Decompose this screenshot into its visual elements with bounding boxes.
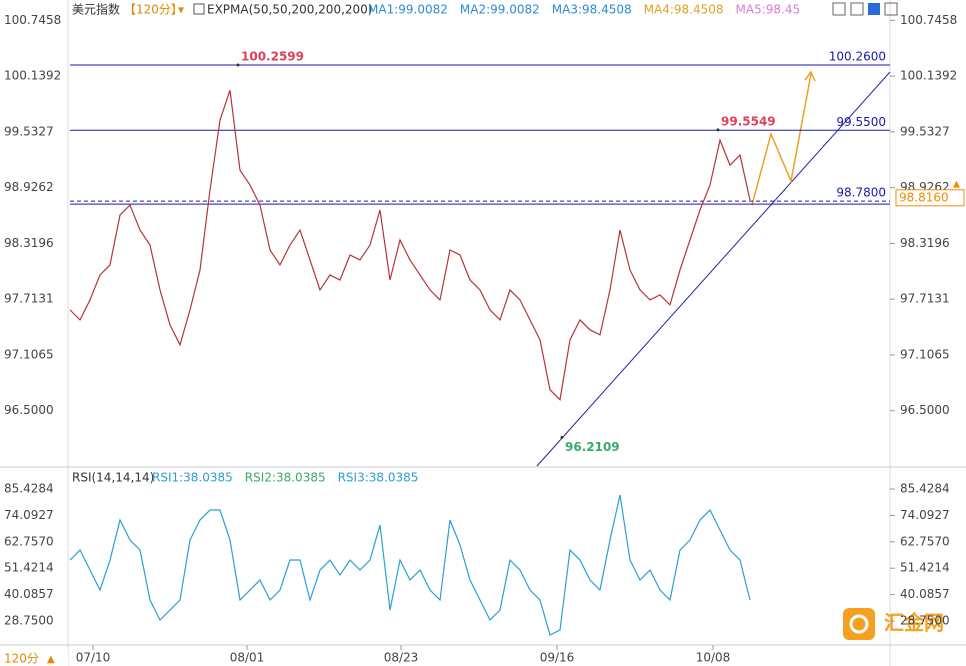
y-tick-label-left: 40.0857 (4, 587, 54, 601)
tool-button[interactable] (868, 3, 880, 15)
y-tick-label-left: 97.1065 (4, 347, 54, 361)
x-tick-label: 08/23 (384, 651, 419, 665)
footer[interactable]: 120分 (4, 652, 39, 666)
level-label: 99.5500 (836, 115, 886, 129)
y-tick-label-left: 62.7570 (4, 534, 54, 548)
y-tick-label-right: 85.4284 (900, 482, 950, 496)
indicator-value: RSI3:38.0385 (338, 471, 419, 485)
y-tick-label-left: 99.5327 (4, 124, 54, 138)
tool-button[interactable] (850, 2, 864, 16)
x-tick-label: 08/01 (230, 651, 265, 665)
projection-arrow (804, 70, 816, 82)
y-tick-label-right: 40.0857 (900, 587, 950, 601)
indicator-value: RSI1:38.0385 (152, 471, 233, 485)
last-price-box (895, 189, 965, 207)
watermark: 汇金网 (884, 611, 944, 635)
price-line (69, 90, 751, 401)
y-tick-label-left: 74.0927 (4, 508, 54, 522)
peak-mark (716, 128, 720, 132)
peak-label: 100.2599 (241, 50, 304, 64)
x-tick-label: 07/10 (76, 651, 111, 665)
y-tick-label-right: 96.5000 (900, 403, 950, 417)
x-tick-label: 10/08 (696, 651, 731, 665)
y-tick-label-right: 51.4214 (900, 561, 950, 575)
y-tick-label-right: 100.7458 (900, 13, 957, 27)
y-tick-label-right: 100.1392 (900, 69, 957, 83)
level-label: 98.7800 (836, 186, 886, 200)
last-price-arrow: ▲ (953, 179, 960, 189)
y-tick-label-right: 97.1065 (900, 347, 950, 361)
y-tick-label-right: 74.0927 (900, 508, 950, 522)
peak-mark (236, 63, 240, 67)
y-tick-label-left: 28.7500 (4, 614, 54, 628)
toolbar (832, 2, 898, 16)
tool-button[interactable] (884, 2, 898, 16)
y-tick-label-left: 96.5000 (4, 403, 54, 417)
indicator-icon[interactable] (193, 3, 205, 15)
y-tick-label-left: 98.3196 (4, 236, 54, 250)
peak-label: 96.2109 (565, 440, 620, 454)
y-tick-label-right: 97.7131 (900, 292, 950, 306)
y-tick-label-right: 28.7500 (900, 614, 950, 628)
y-tick-label-left: 51.4214 (4, 561, 54, 575)
level-label: 100.2600 (829, 50, 886, 64)
watermark-logo (843, 608, 875, 640)
projection (751, 73, 812, 206)
peak-label: 99.5549 (721, 114, 776, 128)
peak-mark (560, 435, 564, 439)
y-tick-label-left: 98.9262 (4, 180, 54, 194)
watermark-logo-ring (849, 614, 869, 634)
x-tick-label: 09/16 (540, 651, 575, 665)
y-tick-label-left: 85.4284 (4, 482, 54, 496)
footer-box (0, 649, 68, 666)
indicator-value: MA5:98.45 (736, 3, 801, 17)
y-tick-label-right: 62.7570 (900, 534, 950, 548)
indicator-value: MA4:98.4508 (644, 3, 724, 17)
indicator-value: MA2:99.0082 (460, 3, 540, 17)
trend-line (536, 71, 891, 467)
last-price-label: 98.8160 (899, 190, 949, 204)
indicator: EXPMA(50,50,200,200,200) (207, 3, 372, 17)
footer-arrow: ▲ (47, 654, 55, 665)
period: 【120分】 (124, 3, 183, 17)
period-arrow: ▾ (178, 3, 184, 17)
y-tick-label-right: 99.5327 (900, 124, 950, 138)
y-tick-label-left: 100.1392 (4, 69, 61, 83)
y-tick-label-left: 100.7458 (4, 13, 61, 27)
price-line (69, 494, 751, 636)
indicator-value: RSI2:38.0385 (245, 471, 326, 485)
y-tick-label-left: 97.7131 (4, 292, 54, 306)
title: 美元指数 (72, 2, 120, 17)
indicator-value: MA3:98.4508 (552, 3, 632, 17)
tool-button[interactable] (832, 2, 846, 16)
y-tick-label-right: 98.3196 (900, 236, 950, 250)
indicator-value: MA1:99.0082 (368, 3, 448, 17)
rsi-title: RSI(14,14,14) (72, 471, 154, 485)
